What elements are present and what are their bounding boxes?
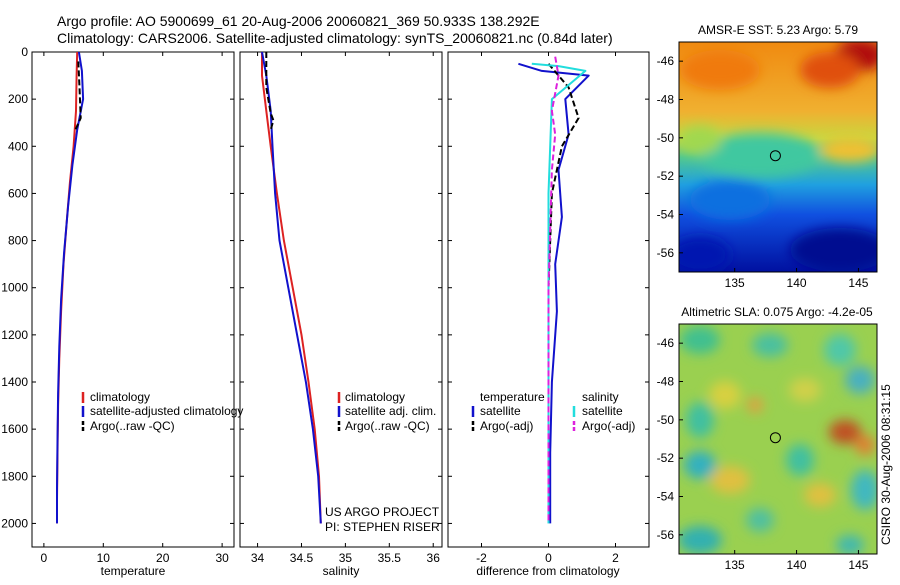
header-line-1: Argo profile: AO 5900699_61 20-Aug-2006 … — [57, 13, 540, 29]
series-line-argo-raw-qc- — [265, 52, 275, 131]
temperature-xlabel: temperature — [101, 564, 166, 578]
legend-label-argo: Argo(..raw -QC) — [345, 419, 430, 433]
legend-label-satellite: satellite-adjusted climatology — [90, 404, 243, 418]
map-x-tick-label: 145 — [848, 558, 868, 572]
temperature-ticks: 0 10 20 30 0 200 400 600 800 1000 1200 1400 1600 1800… — [1, 45, 234, 565]
x-tick-label: 35.5 — [378, 551, 402, 565]
x-tick-label: 35 — [339, 551, 353, 565]
header-line-2: Climatology: CARS2006. Satellite-adjuste… — [57, 30, 613, 46]
salinity-axes-box — [239, 51, 443, 548]
legend-title-temperature: temperature — [480, 390, 545, 404]
sla-map-image — [679, 324, 877, 554]
map-y-tick-label: -46 — [657, 336, 675, 350]
side-timestamp: CSIRO 30-Aug-2006 08:31:15 — [879, 384, 893, 545]
sst-map-image — [679, 42, 877, 272]
x-tick-label: 0 — [545, 551, 552, 565]
y-tick-label: 1600 — [1, 422, 28, 436]
sst-map-title: AMSR-E SST: 5.23 Argo: 5.79 — [698, 23, 858, 37]
series-line-argo-raw-qc- — [74, 61, 82, 131]
y-tick-label: 1000 — [1, 281, 28, 295]
legend-label-temp-argo: Argo(-adj) — [480, 419, 533, 433]
temperature-axes-box — [31, 51, 235, 548]
y-tick-label: 1200 — [1, 328, 28, 342]
salinity-legend: climatology satellite adj. clim. Argo(..… — [337, 390, 436, 433]
sla-map-frame — [678, 323, 878, 555]
y-tick-label: 800 — [8, 234, 28, 248]
legend-label-sal-argo: Argo(-adj) — [582, 419, 635, 433]
legend-label-sal-satellite: satellite — [582, 404, 623, 418]
y-tick-label: 400 — [8, 139, 28, 153]
sla-map-panel: Altimetric SLA: 0.075 Argo: -4.2e-05 — [657, 305, 878, 572]
sst-map-ticks: 135 140 145 -46 -48 -50 -52 -54 -56 — [657, 54, 869, 290]
sst-map-frame — [678, 41, 878, 273]
series-line-satellite-adjusted-climatology — [56, 51, 85, 524]
map-y-tick-label: -46 — [657, 54, 675, 68]
salinity-lines — [261, 51, 322, 524]
legend-label-climatology: climatology — [90, 390, 150, 404]
map-y-tick-label: -50 — [657, 131, 675, 145]
series-line-satellite-adj-clim- — [261, 51, 322, 524]
series-line-temperature-satellite — [518, 62, 590, 524]
map-y-tick-label: -48 — [657, 93, 675, 107]
map-y-tick-label: -56 — [657, 528, 675, 542]
series-line-temperature-argo-adj- — [547, 63, 580, 524]
x-tick-label: 30 — [215, 551, 229, 565]
legend-label-temp-satellite: satellite — [480, 404, 521, 418]
difference-legend: temperature satellite Argo(-adj) salinit… — [471, 390, 635, 433]
y-tick-label: 0 — [21, 45, 28, 59]
sla-map-title: Altimetric SLA: 0.075 Argo: -4.2e-05 — [681, 305, 873, 319]
salinity-panel: 34 34.5 35 35.5 36 salinity climatology sate… — [239, 51, 443, 578]
annotation-pi: PI: STEPHEN RISER — [325, 520, 440, 534]
x-tick-label: 34 — [251, 551, 265, 565]
temperature-legend: climatology satellite-adjusted climatolo… — [81, 390, 243, 433]
sst-argo-marker — [769, 150, 781, 162]
map-x-tick-label: 145 — [848, 276, 868, 290]
annotation-project: US ARGO PROJECT — [325, 505, 440, 519]
map-y-tick-label: -56 — [657, 246, 675, 260]
temperature-lines — [56, 51, 85, 524]
sst-map-panel: AMSR-E SST: 5.23 Argo: 5.79 135 140 145 -46… — [657, 23, 878, 290]
map-y-tick-label: -54 — [657, 490, 675, 504]
series-line-salinity-argo-adj- — [547, 56, 560, 524]
sla-map-ticks: 135 140 145 -46 -48 -50 -52 -54 -56 — [657, 336, 869, 572]
x-tick-label: 10 — [97, 551, 111, 565]
map-x-tick-label: 140 — [787, 276, 807, 290]
map-x-tick-label: 140 — [787, 558, 807, 572]
map-y-tick-label: -52 — [657, 169, 675, 183]
legend-label-climatology: climatology — [345, 390, 405, 404]
x-tick-label: 2 — [612, 551, 619, 565]
series-line-salinity-satellite — [531, 62, 587, 524]
x-tick-label: 0 — [41, 551, 48, 565]
map-y-tick-label: -50 — [657, 413, 675, 427]
y-tick-label: 1400 — [1, 375, 28, 389]
map-y-tick-label: -54 — [657, 208, 675, 222]
map-y-tick-label: -48 — [657, 375, 675, 389]
sla-argo-marker — [769, 432, 781, 444]
map-x-tick-label: 135 — [725, 558, 745, 572]
difference-lines — [518, 56, 590, 524]
legend-label-satellite: satellite adj. clim. — [345, 404, 436, 418]
temperature-panel: 0 10 20 30 0 200 400 600 800 1000 1200 1400 1600 1800… — [1, 45, 243, 578]
y-tick-label: 2000 — [1, 516, 28, 530]
x-tick-label: 36 — [427, 551, 441, 565]
difference-xlabel: difference from climatology — [476, 564, 619, 578]
map-x-tick-label: 135 — [725, 276, 745, 290]
difference-ticks: -2 0 2 — [448, 51, 649, 565]
y-tick-label: 1800 — [1, 469, 28, 483]
x-tick-label: -2 — [476, 551, 487, 565]
x-tick-label: 34.5 — [290, 551, 314, 565]
salinity-xlabel: salinity — [323, 564, 360, 578]
map-y-tick-label: -52 — [657, 451, 675, 465]
legend-label-argo: Argo(..raw -QC) — [90, 419, 175, 433]
series-line-climatology — [261, 52, 322, 524]
difference-panel: -2 0 2 difference from climatology tempera… — [447, 51, 650, 578]
salinity-ticks: 34 34.5 35 35.5 36 — [240, 51, 442, 565]
y-tick-label: 200 — [8, 92, 28, 106]
x-tick-label: 20 — [156, 551, 170, 565]
series-line-climatology — [56, 51, 79, 524]
legend-title-salinity: salinity — [582, 390, 619, 404]
y-tick-label: 600 — [8, 186, 28, 200]
